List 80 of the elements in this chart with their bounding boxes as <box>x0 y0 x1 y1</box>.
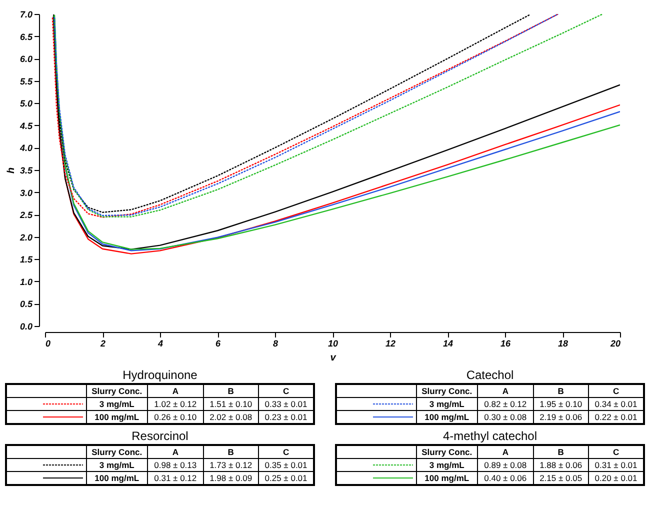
text: C <box>258 445 314 458</box>
y-tick-label: 1.5 <box>20 254 34 265</box>
text: B <box>533 445 589 458</box>
text: B <box>203 445 259 458</box>
y-tick-label: 0.5 <box>20 299 34 310</box>
text: B <box>203 384 259 398</box>
x-tick-label: 8 <box>272 338 278 348</box>
legend-label: 100 mg/mL <box>416 410 478 424</box>
text: 0.23 ± 0.01 <box>258 410 314 424</box>
y-tick-label: 2.0 <box>18 232 32 242</box>
text: 4-methyl catechol <box>442 428 538 444</box>
y-tick-label: 5.5 <box>20 76 34 86</box>
text: Slurry Conc. <box>86 384 148 398</box>
text: 1.51 ± 0.10 <box>203 398 259 410</box>
y-tick-label: 1.0 <box>20 276 32 287</box>
text: A <box>148 384 204 398</box>
legend-label: 3 mg/mL <box>416 458 478 472</box>
text: 1.98 ± 0.09 <box>203 472 259 485</box>
text: 0.20 ± 0.01 <box>588 472 644 485</box>
text: Resorcinol <box>130 428 190 444</box>
text: A <box>478 445 534 458</box>
text: 0.82 ± 0.12 <box>478 398 534 410</box>
text: 0.34 ± 0.01 <box>588 398 644 410</box>
legend-label: 3 mg/mL <box>86 458 148 472</box>
x-tick-label: 2 <box>99 338 106 348</box>
text: A <box>148 445 204 458</box>
legend-label: 100 mg/mL <box>86 410 148 424</box>
y-tick-label: 6.0 <box>20 54 32 64</box>
x-tick-label: 16 <box>500 338 512 348</box>
text: 0.89 ± 0.08 <box>478 458 534 472</box>
text: 0.22 ± 0.01 <box>588 410 644 424</box>
text: 0.98 ± 0.13 <box>148 458 204 472</box>
legend-label: 100 mg/mL <box>86 472 148 485</box>
x-tick-label: 0 <box>46 338 51 348</box>
x-tick-label: 10 <box>328 338 338 348</box>
text: A <box>478 384 534 398</box>
text: 2.19 ± 0.06 <box>533 410 589 424</box>
text: Hydroquinone <box>122 367 198 383</box>
legend-label: 3 mg/mL <box>416 398 478 410</box>
y-tick-label: 4.5 <box>18 120 34 131</box>
y-axis-title: h <box>6 167 17 174</box>
y-tick-label: 0.0 <box>20 322 32 332</box>
x-tick-label: 6 <box>215 338 222 348</box>
y-tick-label: 2.5 <box>18 210 34 220</box>
x-tick-label: 4 <box>156 338 164 348</box>
text: 1.88 ± 0.06 <box>533 458 589 472</box>
x-tick-label: 12 <box>385 338 396 348</box>
y-tick-label: 3.5 <box>20 166 34 176</box>
text: 1.95 ± 0.10 <box>533 398 589 410</box>
text: 0.35 ± 0.01 <box>258 458 314 472</box>
text: 1.02 ± 0.12 <box>148 398 204 410</box>
text: Slurry Conc. <box>416 384 478 398</box>
y-tick-label: 6.5 <box>20 32 34 42</box>
x-axis-title: v <box>330 352 338 364</box>
text: 0.31 ± 0.12 <box>148 472 204 485</box>
text: 2.15 ± 0.05 <box>533 472 589 485</box>
x-tick-label: 20 <box>609 338 620 348</box>
x-tick-label: 14 <box>442 338 454 348</box>
legend-label: 3 mg/mL <box>86 398 148 410</box>
legend-label: 100 mg/mL <box>416 472 478 485</box>
text: Slurry Conc. <box>416 445 478 458</box>
text: 0.26 ± 0.10 <box>148 410 204 424</box>
text: 2.02 ± 0.08 <box>203 410 259 424</box>
text: 0.33 ± 0.01 <box>258 398 314 410</box>
y-tick-label: 7.0 <box>20 10 32 20</box>
text: 0.40 ± 0.06 <box>478 472 534 485</box>
x-tick-label: 18 <box>558 338 568 348</box>
text: B <box>533 384 589 398</box>
text: Catechol <box>465 367 515 383</box>
text: C <box>588 445 644 458</box>
y-tick-label: 3.0 <box>20 188 32 198</box>
text: 0.30 ± 0.08 <box>478 410 534 424</box>
text: C <box>258 384 314 398</box>
y-tick-label: 4.0 <box>18 143 32 154</box>
text: C <box>588 384 644 398</box>
text: Slurry Conc. <box>86 445 148 458</box>
text: 0.25 ± 0.01 <box>258 472 314 485</box>
text: 1.73 ± 0.12 <box>203 458 259 472</box>
text: 0.31 ± 0.01 <box>588 458 644 472</box>
y-tick-label: 5.0 <box>20 98 32 109</box>
